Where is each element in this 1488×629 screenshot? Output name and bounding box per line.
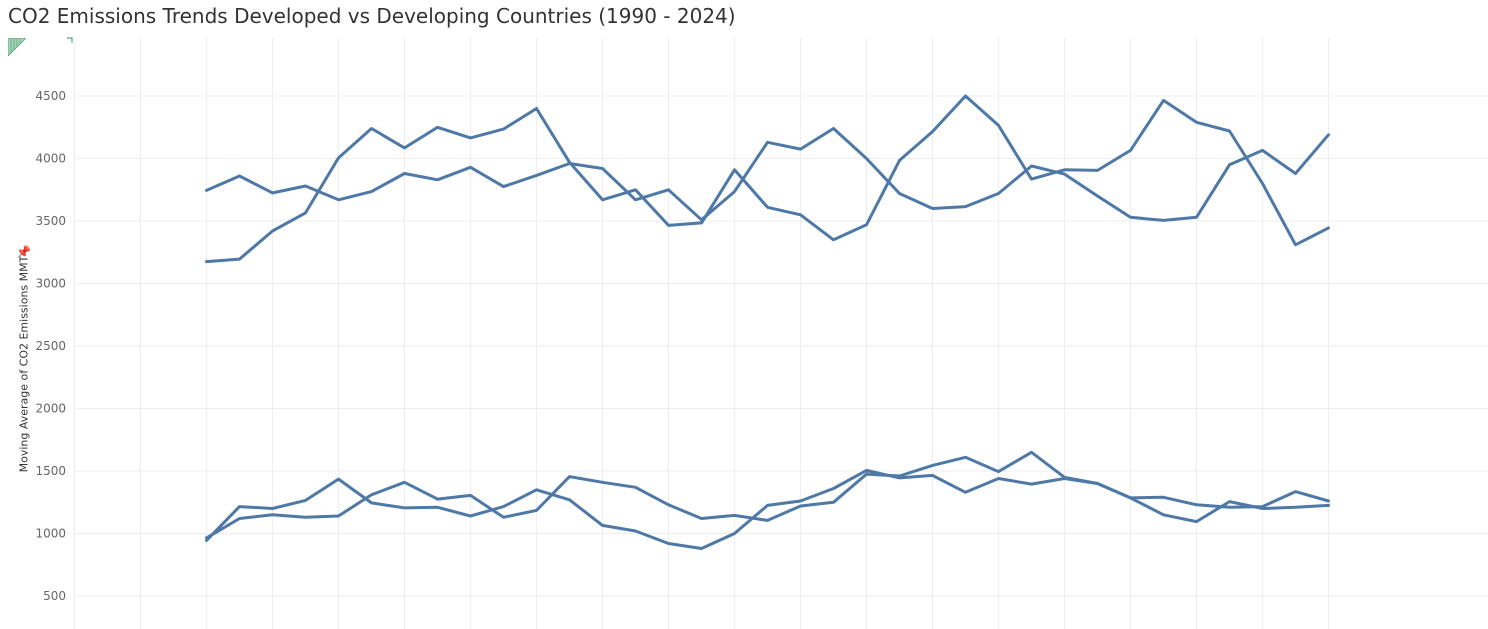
y-tick-label: 2000 (35, 402, 66, 416)
y-tick-label: 3500 (35, 214, 66, 228)
y-tick-label: 4500 (35, 89, 66, 103)
vertical-gridlines (74, 38, 1329, 629)
corner-bracket-icon (67, 37, 73, 43)
chart-title: CO2 Emissions Trends Developed vs Develo… (8, 4, 736, 28)
horizontal-gridlines (75, 95, 1488, 597)
y-tick-label: 3000 (35, 277, 66, 291)
series-lines (205, 94, 1330, 550)
series-line-4[interactable] (205, 450, 1330, 540)
series-line-1[interactable] (205, 127, 1330, 222)
series-line-3[interactable] (205, 468, 1330, 550)
y-tick-label: 500 (43, 589, 66, 603)
y-tick-label: 4000 (35, 152, 66, 166)
y-tick-label: 1500 (35, 464, 66, 478)
y-tick-label: 1000 (35, 527, 66, 541)
pin-icon[interactable]: 📌 (16, 245, 31, 259)
y-tick-label: 2500 (35, 339, 66, 353)
series-line-2[interactable] (205, 94, 1330, 264)
sheet-corner-icon (8, 38, 26, 56)
y-axis-ticks: 500 1000 1500 2000 2500 3000 3500 4000 4500 (35, 89, 66, 603)
